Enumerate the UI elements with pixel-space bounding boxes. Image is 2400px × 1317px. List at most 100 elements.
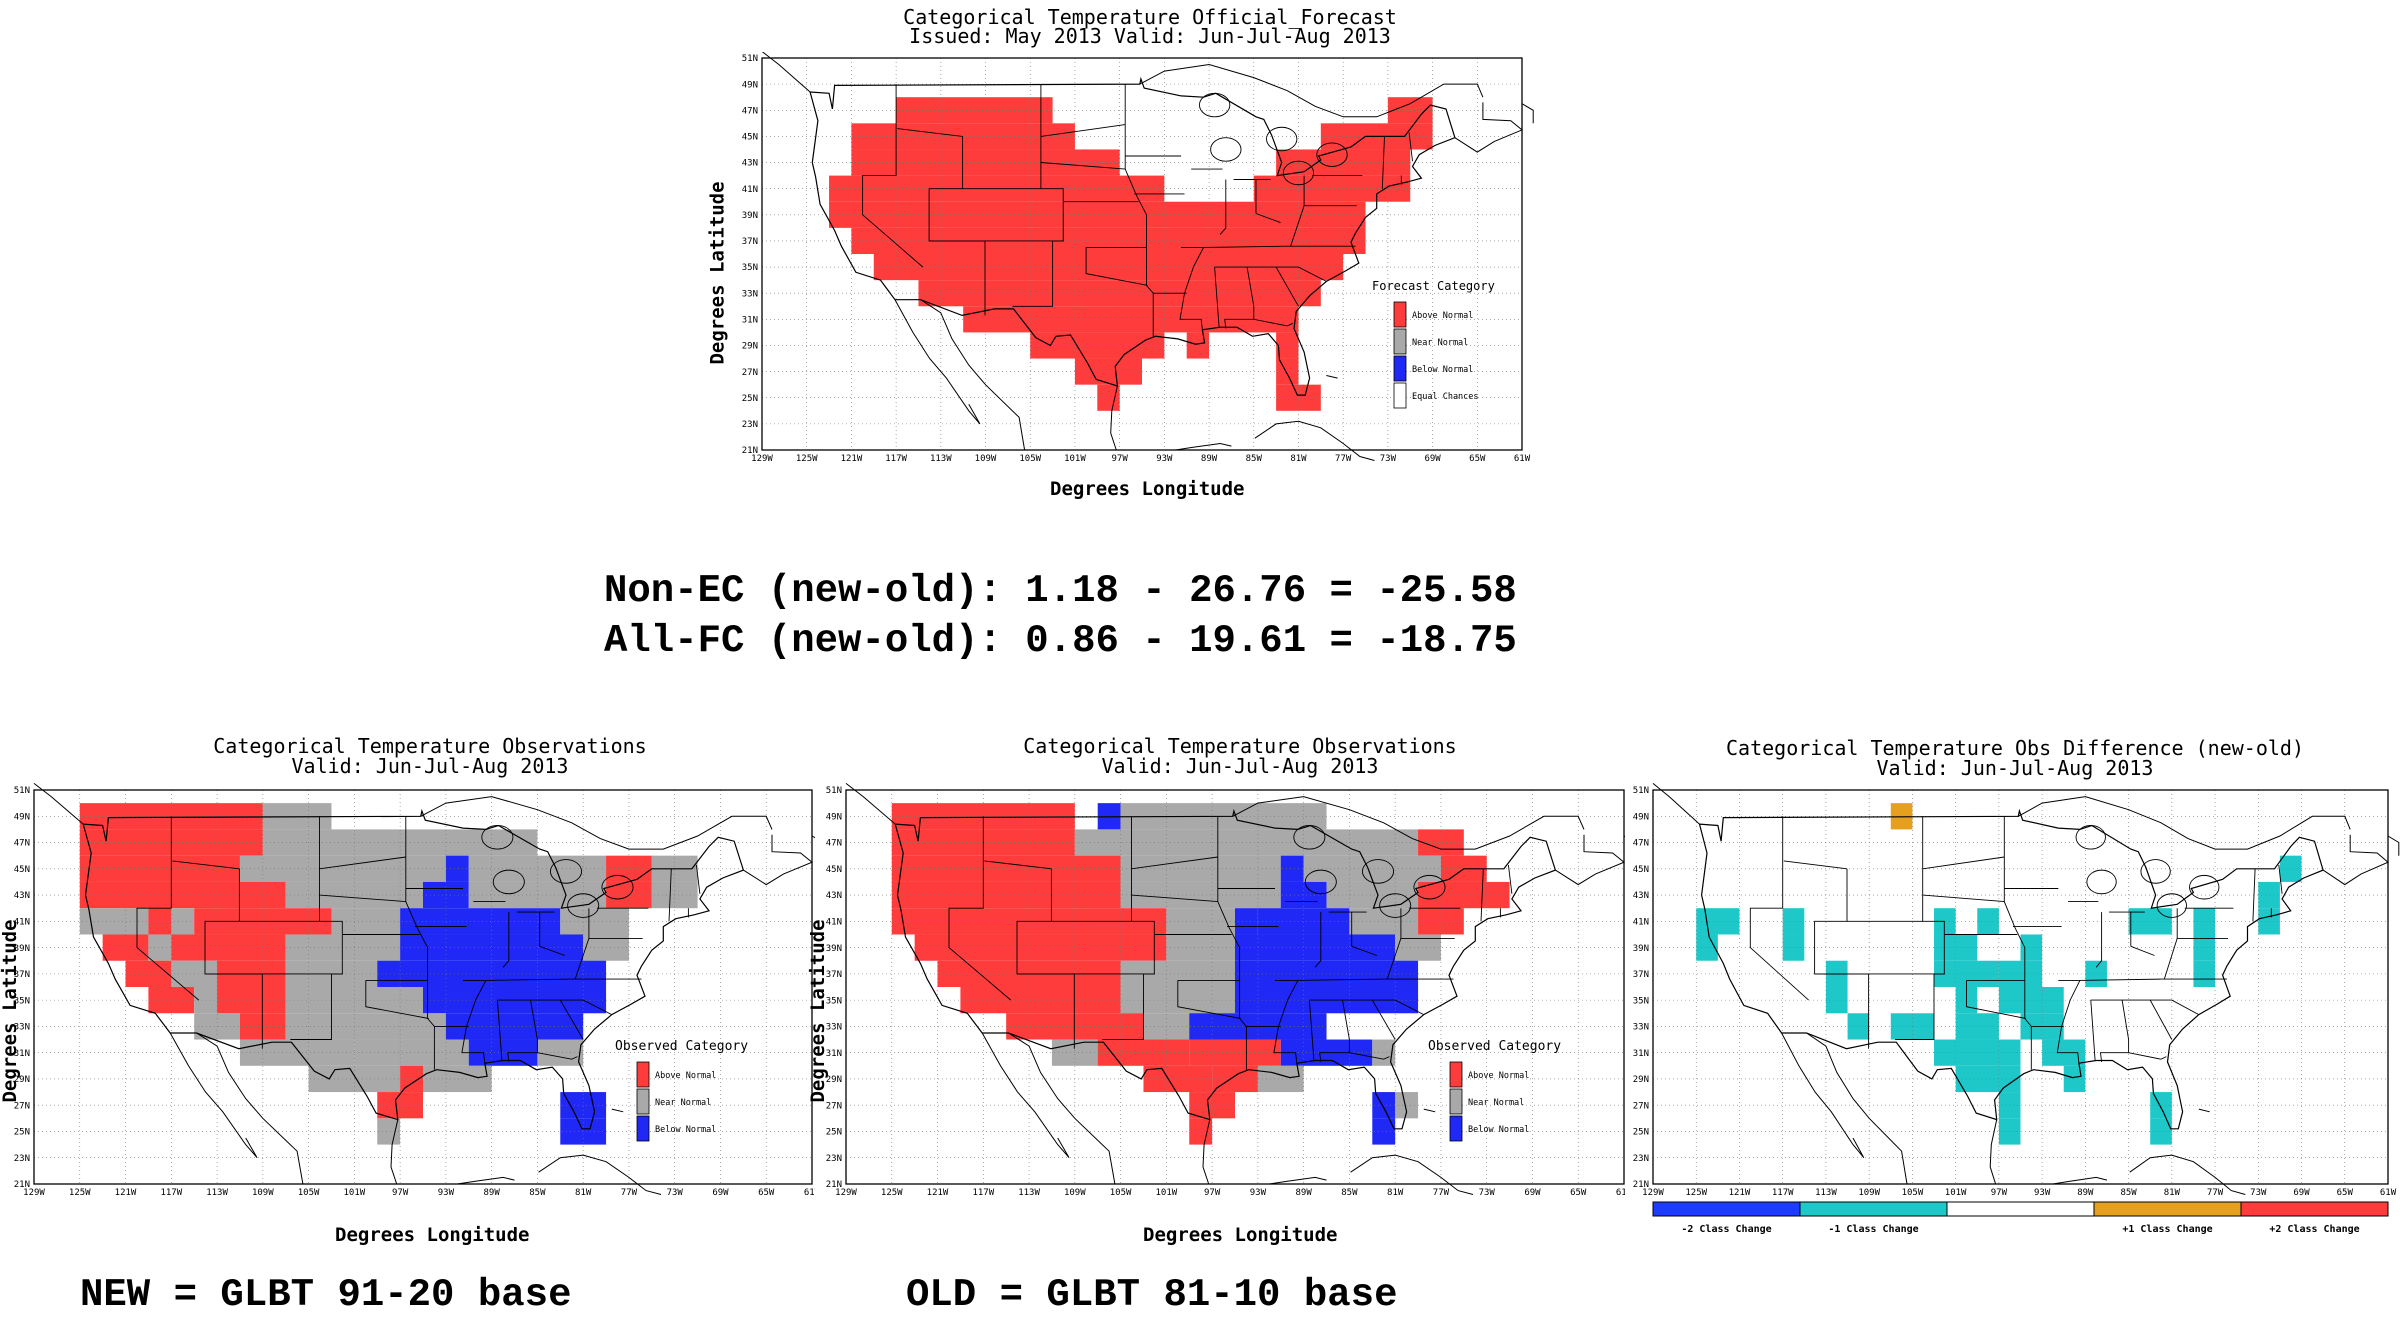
lon-tick-label: 81W [2164,1188,2181,1198]
lon-tick-label: 125W [1685,1188,1707,1198]
state-border [1085,247,1148,286]
lon-tick-label: 117W [885,454,907,462]
lat-tick-label: 33N [1633,1023,1649,1033]
grid-cell [1257,1065,1304,1093]
obs-new-subtitle: Valid: Jun-Jul-Aug 2013 [291,754,569,778]
grid-cell [400,1065,423,1093]
state-border [695,864,701,894]
great-lake [550,859,583,884]
state-border [463,978,642,981]
state-border [2090,999,2200,1015]
coastline [1202,1119,1211,1185]
state-border [1040,162,1126,170]
lon-tick-label: 105W [298,1188,320,1198]
lat-tick-label: 31N [14,1049,30,1059]
state-border [1507,864,1513,894]
legend-label: Near Normal [1468,1098,1524,1108]
grid-cell [606,855,652,882]
grid-cell [1166,908,1235,935]
lon-tick-label: 129W [751,454,773,462]
lat-tick-label: 31N [1633,1049,1649,1059]
lon-tick-label: 85W [1246,454,1263,462]
lon-tick-label: 89W [1201,454,1218,462]
grid-cell [2085,960,2107,987]
grid-cell [79,855,240,882]
grid-cell [1276,332,1299,359]
grid-cell [1372,1118,1396,1145]
grid-cell [377,1118,401,1145]
lon-tick-label: 65W [2337,1188,2354,1198]
lon-tick-label: 101W [344,1188,366,1198]
great-lake [2086,869,2117,895]
lat-tick-label: 51N [742,54,758,64]
footer-new-base: NEW = GLBT 91-20 base [80,1273,572,1317]
lon-tick-label: 81W [1387,1188,1404,1198]
map-frame [845,789,1625,1185]
lon-tick-label: 97W [1204,1188,1221,1198]
forecast-subtitle: Issued: May 2013 Valid: Jun-Jul-Aug 2013 [909,24,1391,48]
state-border [928,136,986,316]
legend-label: Below Normal [1412,365,1473,375]
legend-title: Observed Category [1428,1039,1561,1054]
lat-tick-label: 43N [742,159,758,169]
lat-tick-label: 35N [1633,996,1649,1006]
diff-title: Categorical Temperature Obs Difference (… [1726,736,2304,760]
colorbar-segment [1946,1201,2095,1217]
state-border [1179,247,1204,330]
lat-tick-label: 33N [14,1023,30,1033]
lat-tick-label: 27N [1633,1101,1649,1111]
state-border [1408,132,1413,162]
state-border [2058,978,2227,981]
grid-cell [194,987,218,1014]
forecast-grid [891,803,1510,1145]
coastline [196,1032,304,1185]
state-border [1814,868,1870,1049]
lat-tick-label: 21N [14,1180,30,1190]
lat-tick-label: 37N [742,237,758,247]
grid-cell [468,855,607,882]
obs-old-y-axis-label: Degrees Latitude [807,919,829,1103]
coastline [1232,796,1585,850]
grid-cell [423,881,469,909]
grid-cell [1097,1039,1190,1066]
state-border [2090,1000,2096,1061]
lon-tick-label: 81W [1290,454,1307,462]
lat-tick-label: 35N [14,996,30,1006]
grid-cell [1372,1092,1396,1119]
lat-tick-label: 41N [14,917,30,927]
obs-old-map: 51N 49N 47N 45N 43N 41N 39N 37N 35N 33N 31N 29N 27N 2… [826,783,1625,1198]
coastline [538,1154,662,1195]
grid-cell [2128,908,2172,935]
great-lake [1379,893,1412,918]
lat-tick-label: 41N [826,917,842,927]
grid-cell [2063,1065,2086,1093]
lat-tick-label: 27N [14,1101,30,1111]
obs-new-x-axis-label: Degrees Longitude [335,1224,530,1246]
lon-tick-label: 97W [1991,1188,2008,1198]
lon-tick-label: 125W [881,1188,903,1198]
grid-cell [171,934,286,961]
state-border [1308,1000,1315,1061]
lat-tick-label: 51N [826,786,842,796]
grid-cell [1030,332,1165,359]
grid-cell [2193,960,2216,987]
us-outline [894,808,1557,1130]
lon-tick-label: 117W [160,1188,182,1198]
grid-cell [1235,934,1396,961]
lat-tick-label: 41N [742,185,758,195]
lat-tick-label: 49N [742,80,758,90]
forecast-title: Categorical Temperature Official_Forecas… [903,5,1397,29]
great-lake [601,874,634,900]
great-lake [1304,869,1337,895]
legend-swatch [1449,1115,1463,1142]
state-border [1309,999,1425,1016]
legend-swatch [1393,382,1407,409]
coastline [1989,1119,1998,1185]
state-border [1016,868,1075,1049]
state-border [2252,868,2256,922]
coastline [1139,63,1484,118]
great-lake [1210,137,1242,162]
lon-tick-label: 109W [252,1188,274,1198]
grid-cell [217,987,286,1014]
lon-tick-label: 101W [1064,454,1086,462]
